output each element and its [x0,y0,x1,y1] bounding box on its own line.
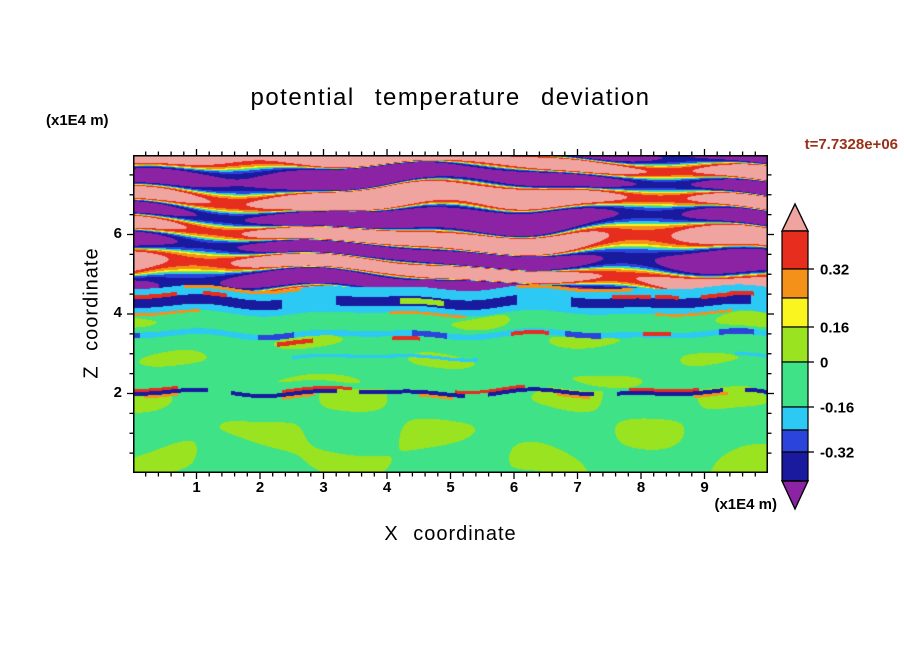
x-tick-label: 5 [446,479,455,496]
z-tick-label: 6 [113,224,122,242]
heatmap-canvas [133,155,768,473]
colorbar-tick-label: -0.16 [820,400,854,417]
x-axis-title: X coordinate [384,523,517,545]
colorbar-segment [781,451,809,482]
colorbar-segment [781,230,809,270]
colorbar-over-arrow [780,202,810,232]
x-tick-label: 4 [382,479,392,496]
colorbar-under-arrow [780,480,810,511]
colorbar-tick-label: -0.32 [820,445,854,462]
colorbar-segment [781,268,809,299]
z-tick-label: 2 [113,383,122,401]
x-tick-label: 7 [573,479,582,496]
plot-frame [133,155,768,473]
colorbar-tick-label: 0.32 [820,262,849,279]
colorbar-tick-label: 0.16 [820,320,849,337]
x-tick-label: 6 [509,479,519,496]
x-tick-label: 9 [700,479,709,496]
timestamp-label: t=7.7328e+06 [804,136,898,153]
colorbar-tick-label: 0 [820,355,828,372]
x-tick-label: 8 [636,479,646,496]
colorbar-segment [781,326,809,363]
axes-frame [127,149,774,479]
colorbar-segment [781,406,809,431]
colorbar-segment [781,361,809,408]
colorbar: 0.32 0.16 0 -0.16 -0.32 [780,202,854,511]
x-tick-label: 1 [192,479,201,496]
x-tick-label: 3 [319,479,328,496]
chart-title: potential temperature deviation [250,84,651,111]
colorbar-segment [781,429,809,453]
z-axis-unit-label: (x1E4 m) [46,112,109,129]
colorbar-segment [781,297,809,328]
plot-area [127,149,774,479]
z-tick-label: 4 [113,304,122,321]
x-axis-unit-label: (x1E4 m) [714,496,777,513]
x-tick-label: 2 [255,479,265,496]
